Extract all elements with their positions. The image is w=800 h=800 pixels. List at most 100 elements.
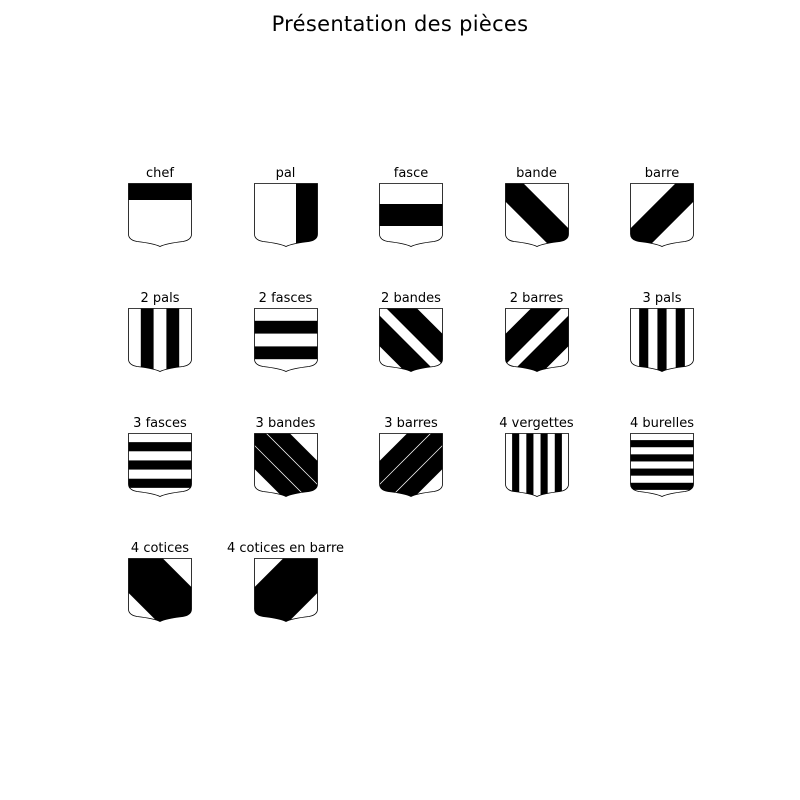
shield-outline bbox=[253, 558, 318, 622]
charge-cell: fasce bbox=[351, 166, 471, 256]
bande-stripe bbox=[254, 433, 317, 489]
fasce-stripe bbox=[379, 204, 443, 226]
charge-label: 4 cotices en barre bbox=[226, 541, 345, 556]
charge-label: 3 pals bbox=[642, 291, 682, 306]
shield-outline bbox=[504, 433, 569, 497]
charge-cell: 3 bandes bbox=[226, 416, 346, 506]
fasce-stripe bbox=[630, 454, 694, 462]
shield-charges bbox=[254, 558, 317, 622]
bande-stripe bbox=[128, 558, 192, 622]
shield-charges bbox=[511, 433, 562, 497]
fasce-stripe bbox=[630, 468, 694, 476]
barre-stripe bbox=[254, 558, 317, 622]
fasce-stripe bbox=[254, 346, 317, 360]
shield-outline bbox=[379, 183, 443, 247]
charge-label: 2 bandes bbox=[381, 291, 441, 306]
shield-outline bbox=[253, 183, 318, 247]
shield-charges bbox=[379, 204, 443, 226]
shield-icon bbox=[253, 558, 318, 622]
charge-label: 3 fasces bbox=[133, 416, 187, 431]
shield-icon bbox=[128, 558, 192, 622]
charge-label: pal bbox=[275, 166, 296, 181]
bande-stripe bbox=[254, 441, 317, 497]
barre-stripe bbox=[505, 308, 568, 368]
shield-outline bbox=[128, 558, 192, 622]
charge-label: 3 barres bbox=[384, 416, 438, 431]
shield-outline bbox=[253, 308, 318, 372]
pal-stripe bbox=[295, 183, 317, 247]
charge-cell: pal bbox=[226, 166, 346, 256]
shield-charges bbox=[639, 308, 685, 372]
barre-stripe bbox=[505, 312, 568, 372]
charge-label: 4 vergettes bbox=[499, 416, 574, 431]
shield-outline bbox=[379, 308, 443, 372]
bande-stripe bbox=[379, 308, 443, 368]
shield-outline bbox=[379, 433, 443, 497]
shield-outline bbox=[630, 183, 694, 247]
charge-cell: 3 fasces bbox=[100, 416, 220, 506]
shield-field bbox=[254, 308, 317, 372]
barre-stripe bbox=[379, 433, 443, 489]
bande-stripe bbox=[128, 558, 192, 622]
barre-stripe bbox=[379, 441, 443, 497]
shield-charges bbox=[505, 308, 568, 372]
page-title: Présentation des pièces bbox=[271, 12, 529, 36]
shield-charges bbox=[128, 183, 192, 200]
bande-stripe bbox=[128, 558, 192, 612]
pal-stripe bbox=[140, 308, 154, 372]
charge-label: 2 barres bbox=[509, 291, 564, 306]
shield-charges bbox=[295, 183, 317, 247]
fasce-stripe bbox=[128, 442, 192, 452]
shield-icon bbox=[379, 433, 443, 497]
shield-icon bbox=[630, 183, 694, 247]
charge-cell: 2 barres bbox=[477, 291, 597, 381]
pal-stripe bbox=[639, 308, 649, 372]
shield-outline bbox=[630, 433, 694, 497]
shield-icon bbox=[630, 433, 694, 497]
shield-outline bbox=[630, 308, 694, 372]
shield-icon bbox=[630, 308, 694, 372]
charge-cell: 4 cotices bbox=[100, 541, 220, 631]
shield-icon bbox=[253, 183, 318, 247]
shield-icon bbox=[253, 308, 318, 372]
pal-stripe bbox=[166, 308, 180, 372]
shield-icon bbox=[128, 433, 192, 497]
fasce-stripe bbox=[254, 320, 317, 334]
shield-charges bbox=[128, 442, 192, 488]
charge-cell: chef bbox=[100, 166, 220, 256]
shield-charges bbox=[128, 558, 192, 622]
fasce-stripe bbox=[128, 460, 192, 470]
shield-field bbox=[505, 433, 568, 497]
shield-icon bbox=[504, 308, 569, 372]
charge-cell: 2 pals bbox=[100, 291, 220, 381]
shield-charges bbox=[379, 308, 443, 372]
shield-icon bbox=[379, 308, 443, 372]
charge-cell: 4 cotices en barre bbox=[226, 541, 346, 631]
bande-stripe bbox=[128, 568, 192, 622]
shield-charges bbox=[630, 440, 694, 490]
charge-label: 2 pals bbox=[140, 291, 180, 306]
pal-stripe bbox=[525, 433, 533, 497]
charge-label: bande bbox=[516, 166, 557, 181]
charge-label: 4 cotices bbox=[130, 541, 190, 556]
pal-stripe bbox=[657, 308, 667, 372]
charge-cell: bande bbox=[477, 166, 597, 256]
barre-stripe bbox=[254, 568, 317, 622]
barre-stripe bbox=[254, 558, 317, 612]
bande-stripe bbox=[379, 312, 443, 372]
shield-icon bbox=[128, 183, 192, 247]
shield-outline bbox=[253, 433, 318, 497]
charge-cell: 2 fasces bbox=[226, 291, 346, 381]
fasce-stripe bbox=[128, 478, 192, 488]
charge-cell: 3 barres bbox=[351, 416, 471, 506]
charge-label: chef bbox=[146, 166, 174, 181]
charge-cell: 3 pals bbox=[602, 291, 722, 381]
shield-charges bbox=[254, 320, 317, 360]
charge-cell: 4 burelles bbox=[602, 416, 722, 506]
charge-label: 2 fasces bbox=[258, 291, 313, 306]
shield-field bbox=[128, 308, 192, 372]
chef-band bbox=[128, 183, 192, 200]
charge-label: 4 burelles bbox=[630, 416, 694, 431]
charge-label: barre bbox=[644, 166, 680, 181]
